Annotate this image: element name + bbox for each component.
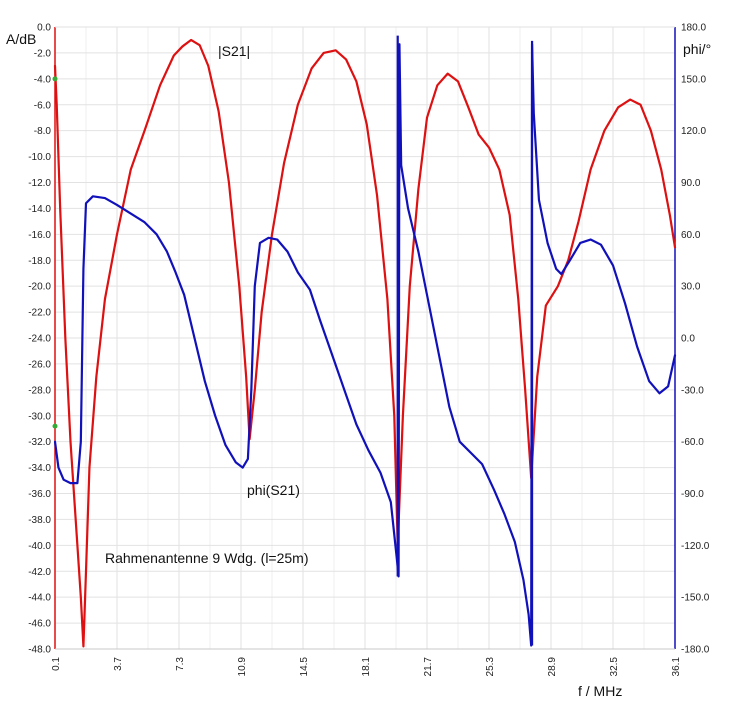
y-right-tick-label: 150.0: [681, 74, 706, 85]
y-left-tick-label: -12.0: [28, 178, 51, 189]
y-right-tick-label: 0.0: [681, 334, 695, 345]
y-left-tick-label: -34.0: [28, 463, 51, 474]
data-marker: [52, 76, 58, 82]
series-line-phi: [53, 43, 677, 647]
series-label-phi: phi(S21): [247, 482, 300, 498]
series-label-s21: |S21|: [218, 43, 250, 59]
y-right-tick-label: 90.0: [681, 178, 701, 189]
y-left-tick-label: -48.0: [28, 645, 51, 656]
x-tick-label: 36.1: [671, 657, 682, 677]
y-left-tick-label: -30.0: [28, 411, 51, 422]
y-right-tick-label: -30.0: [681, 385, 704, 396]
x-tick-label: 28.9: [547, 657, 558, 677]
x-tick-labels: 0.1 3.7 7.3 10.9 14.5 18.1 21.7 25.3 28.9 32.5 36.…: [51, 657, 682, 677]
chart-annotation: Rahmenantenne 9 Wdg. (l=25m): [105, 550, 309, 566]
y-right-tick-label: 60.0: [681, 230, 701, 241]
y-left-tick-label: -40.0: [28, 541, 51, 552]
x-tick-label: 0.1: [51, 657, 62, 671]
y-right-axis-label: phi/°: [683, 41, 711, 57]
x-axis-label: f / MHz: [578, 683, 622, 699]
y-left-tick-label: -20.0: [28, 282, 51, 293]
x-tick-label: 14.5: [299, 657, 310, 677]
y-left-tick-label: -8.0: [34, 126, 52, 137]
y-left-tick-label: -36.0: [28, 489, 51, 500]
y-right-tick-label: -90.0: [681, 489, 704, 500]
y-right-tick-label: -180.0: [681, 645, 710, 656]
y-left-tick-label: -38.0: [28, 515, 51, 526]
y-right-tick-labels: 180.0 150.0 120.0 90.0 60.0 30.0 0.0 -30.0 -60.0…: [681, 23, 710, 656]
y-left-tick-labels: 0.0 -2.0 -4.0 -6.0 -8.0 -10.0 -12.0 -14.0 -16.0 -…: [28, 23, 51, 656]
y-right-tick-label: -120.0: [681, 541, 710, 552]
y-left-tick-label: -28.0: [28, 385, 51, 396]
x-tick-label: 3.7: [113, 657, 124, 671]
axes: [54, 26, 676, 650]
y-left-tick-label: 0.0: [37, 23, 51, 34]
series-layer: [53, 35, 677, 648]
data-marker: [52, 423, 58, 429]
series-line-s21: [53, 38, 677, 648]
y-left-axis-label: A/dB: [6, 31, 36, 47]
y-left-tick-label: -42.0: [28, 567, 51, 578]
markers-layer: [52, 76, 58, 429]
y-left-tick-label: -22.0: [28, 308, 51, 319]
y-right-tick-label: 120.0: [681, 126, 706, 137]
x-tick-label: 10.9: [237, 657, 248, 677]
x-tick-label: 7.3: [175, 657, 186, 671]
x-tick-label: 21.7: [423, 657, 434, 677]
y-right-tick-label: -150.0: [681, 593, 710, 604]
y-left-tick-label: -4.0: [34, 74, 52, 85]
x-tick-label: 18.1: [361, 657, 372, 677]
y-right-tick-label: 180.0: [681, 23, 706, 34]
y-left-tick-label: -24.0: [28, 334, 51, 345]
y-right-tick-label: -60.0: [681, 437, 704, 448]
y-left-tick-label: -2.0: [34, 48, 52, 59]
y-left-tick-label: -46.0: [28, 619, 51, 630]
y-left-tick-label: -6.0: [34, 100, 52, 111]
y-left-tick-label: -44.0: [28, 593, 51, 604]
y-left-tick-label: -26.0: [28, 359, 51, 370]
x-tick-label: 32.5: [609, 657, 620, 677]
x-tick-label: 25.3: [485, 657, 496, 677]
y-left-tick-label: -18.0: [28, 256, 51, 267]
y-left-tick-label: -32.0: [28, 437, 51, 448]
y-left-tick-label: -14.0: [28, 204, 51, 215]
y-left-tick-label: -10.0: [28, 152, 51, 163]
y-left-tick-label: -16.0: [28, 230, 51, 241]
y-right-tick-label: 30.0: [681, 282, 701, 293]
